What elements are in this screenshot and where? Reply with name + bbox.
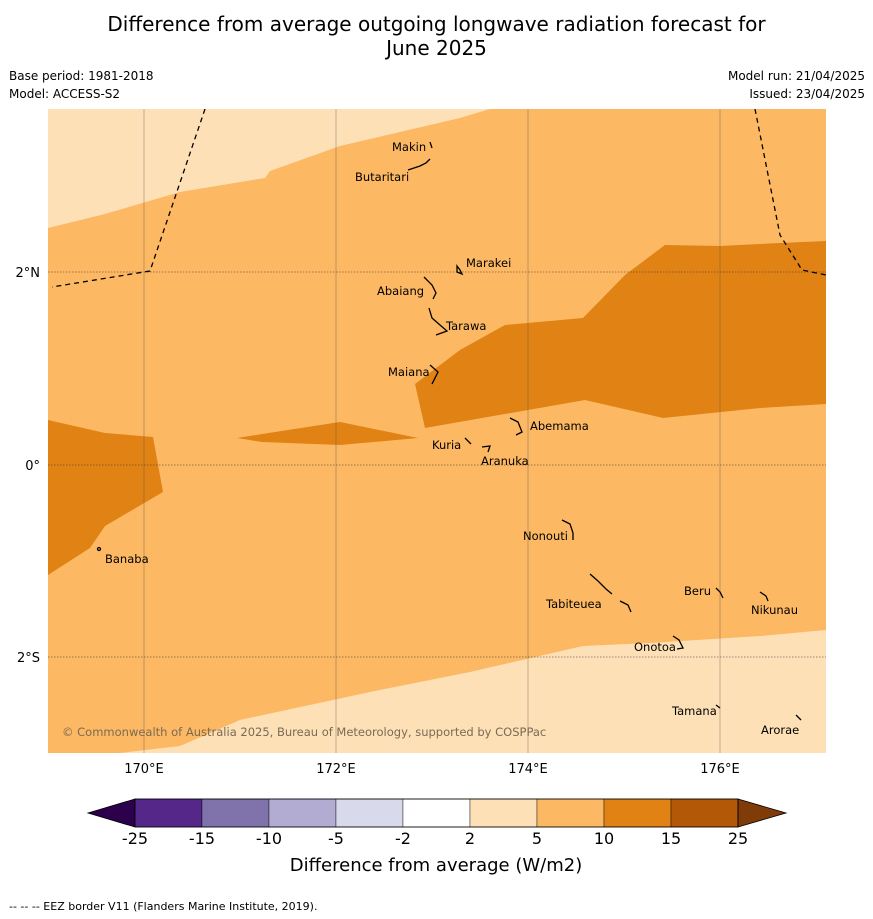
colorbar-tick-label: 2 bbox=[465, 829, 475, 848]
lat-label-2n: 2°N bbox=[16, 266, 41, 281]
island-beru bbox=[715, 587, 724, 599]
lon-label-174e: 174°E bbox=[508, 762, 548, 777]
island-butaritari bbox=[407, 158, 431, 171]
colorbar-segment bbox=[201, 798, 270, 828]
map-title: Difference from average outgoing longwav… bbox=[0, 12, 873, 60]
colorbar-tick-label: 15 bbox=[661, 829, 681, 848]
island-onotoa bbox=[672, 635, 684, 650]
label-makin: Makin bbox=[392, 140, 426, 154]
island-aranuka bbox=[481, 445, 491, 453]
colorbar-tick-label: -15 bbox=[189, 829, 215, 848]
label-arorae: Arorae bbox=[761, 723, 799, 737]
anomaly-2-5-north-region bbox=[48, 109, 490, 228]
island-tarawa bbox=[428, 307, 449, 336]
map-area: Makin Butaritari Marakei Abaiang Tarawa … bbox=[48, 109, 826, 753]
label-butaritari: Butaritari bbox=[355, 170, 409, 184]
label-beru: Beru bbox=[684, 584, 711, 598]
colorbar-tick-label: -2 bbox=[395, 829, 411, 848]
island-nikunau bbox=[759, 591, 769, 602]
colorbar-label: Difference from average (W/m2) bbox=[290, 855, 582, 876]
colorbar-segment bbox=[670, 798, 739, 828]
label-banaba: Banaba bbox=[105, 552, 149, 566]
island-makin bbox=[429, 141, 433, 149]
island-abemama bbox=[509, 417, 523, 436]
lon-label-172e: 172°E bbox=[316, 762, 356, 777]
title-line-1: Difference from average outgoing longwav… bbox=[107, 12, 766, 36]
label-aranuka: Aranuka bbox=[481, 454, 529, 468]
island-tamana bbox=[715, 704, 721, 709]
label-abaiang: Abaiang bbox=[377, 284, 424, 298]
meta-left: Base period: 1981-2018 Model: ACCESS-S2 bbox=[9, 67, 154, 103]
label-nonouti: Nonouti bbox=[523, 529, 568, 543]
island-tabiteuea-south bbox=[619, 600, 632, 613]
anomaly-10-15-west-region bbox=[48, 420, 163, 575]
island-banaba bbox=[96, 546, 102, 552]
islands bbox=[96, 141, 802, 721]
colorbar-segment bbox=[469, 798, 538, 828]
anomaly-2-5-south-region bbox=[120, 630, 826, 753]
colorbar: -25 -15 -10 -5 -2 2 5 10 15 25 Difference from av… bbox=[86, 798, 788, 876]
lat-label-2s: 2°S bbox=[17, 651, 40, 666]
colorbar-tick-label: -10 bbox=[256, 829, 282, 848]
label-onotoa: Onotoa bbox=[634, 640, 676, 654]
island-maiana bbox=[429, 364, 439, 385]
label-tamana: Tamana bbox=[671, 704, 717, 718]
issued-date: Issued: 23/04/2025 bbox=[749, 87, 865, 101]
label-tarawa: Tarawa bbox=[445, 319, 486, 333]
eez-border bbox=[51, 109, 826, 288]
model-run: Model run: 21/04/2025 bbox=[727, 69, 865, 83]
lat-label-0: 0° bbox=[25, 459, 40, 474]
colorbar-segment bbox=[402, 798, 471, 828]
anomaly-10-15-east-region bbox=[415, 241, 826, 428]
colorbar-segment bbox=[603, 798, 672, 828]
island-abaiang bbox=[423, 276, 437, 300]
island-nonouti bbox=[561, 519, 574, 540]
model-name: Model: ACCESS-S2 bbox=[9, 87, 121, 101]
lon-label-170e: 170°E bbox=[124, 762, 164, 777]
label-kuria: Kuria bbox=[432, 438, 461, 452]
colorbar-segments bbox=[134, 798, 739, 828]
title-line-2: June 2025 bbox=[386, 36, 487, 60]
colorbar-segment bbox=[536, 798, 605, 828]
colorbar-segment bbox=[268, 798, 337, 828]
island-arorae bbox=[795, 714, 802, 721]
base-period: Base period: 1981-2018 bbox=[9, 69, 154, 83]
colorbar-tick-label: 25 bbox=[728, 829, 748, 848]
colorbar-tick-label: -5 bbox=[328, 829, 344, 848]
colorbar-tick-label: 10 bbox=[594, 829, 614, 848]
colorbar-segment bbox=[134, 798, 203, 828]
meta-right: Model run: 21/04/2025 Issued: 23/04/2025 bbox=[728, 67, 865, 103]
label-abemama: Abemama bbox=[530, 419, 589, 433]
label-nikunau: Nikunau bbox=[751, 603, 798, 617]
island-tabiteuea-north bbox=[589, 573, 613, 595]
anomaly-10-15-centre-region bbox=[237, 422, 418, 445]
label-tabiteuea: Tabiteuea bbox=[545, 597, 602, 611]
latitude-lines bbox=[48, 271, 826, 658]
colorbar-extend-right bbox=[737, 798, 788, 828]
island-kuria bbox=[464, 437, 472, 445]
eez-legend-note: -- -- -- EEZ border V11 (Flanders Marine… bbox=[9, 900, 318, 913]
graticule bbox=[143, 109, 721, 753]
label-maiana: Maiana bbox=[388, 365, 430, 379]
copyright-text: © Commonwealth of Australia 2025, Bureau… bbox=[62, 725, 546, 739]
label-marakei: Marakei bbox=[466, 256, 511, 270]
colorbar-ticks: -25 -15 -10 -5 -2 2 5 10 15 25 bbox=[122, 829, 748, 848]
colorbar-tick-label: 5 bbox=[532, 829, 542, 848]
colorbar-segment bbox=[335, 798, 404, 828]
colorbar-extend-left bbox=[86, 798, 136, 828]
colorbar-tick-label: -25 bbox=[122, 829, 148, 848]
lon-label-176e: 176°E bbox=[700, 762, 740, 777]
island-marakei bbox=[456, 264, 464, 276]
